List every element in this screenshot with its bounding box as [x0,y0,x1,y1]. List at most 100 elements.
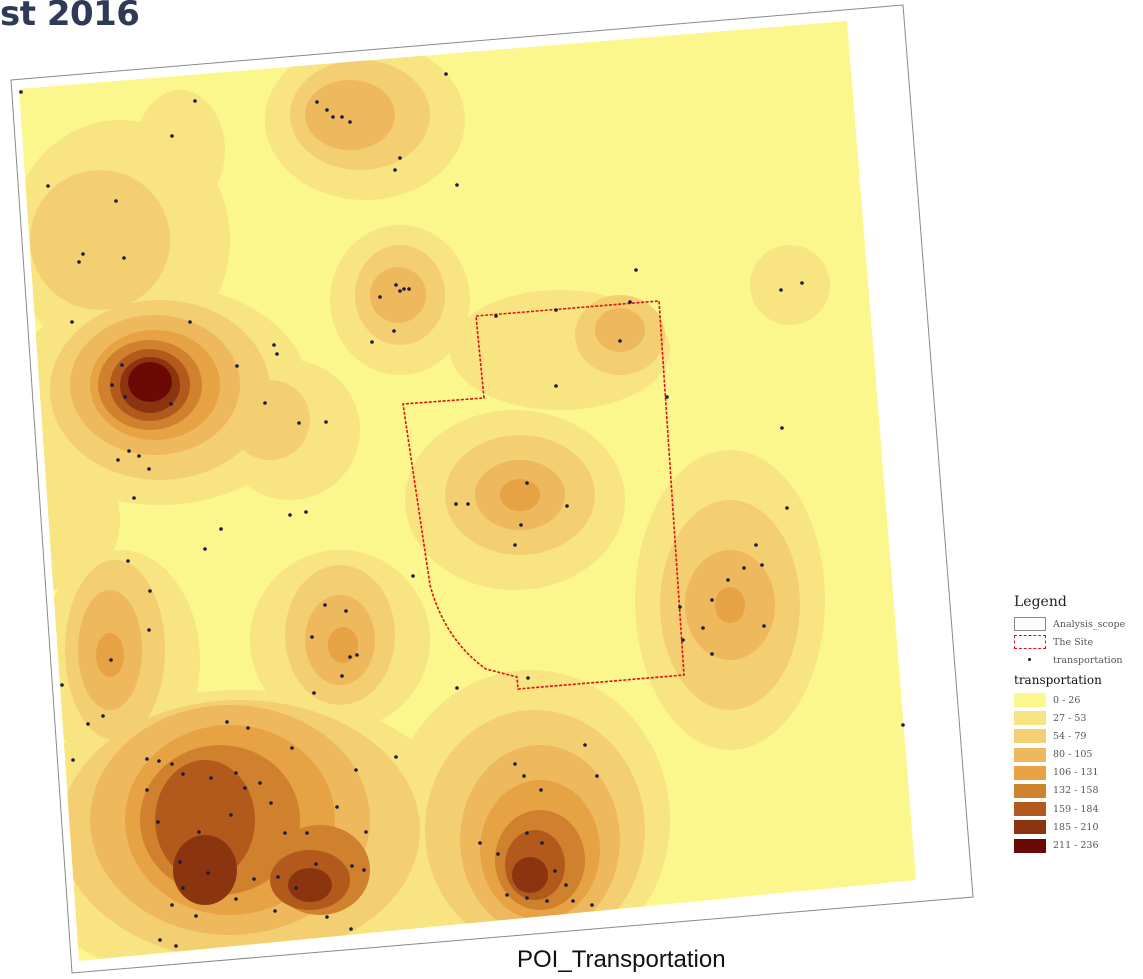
transportation-point [701,626,705,630]
transportation-point [127,449,131,453]
transportation-point [394,755,398,759]
transportation-point [70,320,74,324]
transportation-point [411,574,415,578]
transportation-point [519,523,523,527]
transportation-point [219,527,223,531]
class-swatch [1014,820,1046,835]
transportation-point [513,543,517,547]
class-label: 106 - 131 [1053,767,1099,779]
legend-title: Legend [1014,594,1067,610]
transportation-point [710,598,714,602]
transportation-point [193,99,197,103]
transportation-point [304,510,308,514]
transportation-point [114,199,118,203]
transportation-point [145,757,149,761]
transportation-point [634,268,638,272]
legend-class-row: 0 - 26 [1014,692,1143,708]
legend-class-title: transportation [1014,673,1102,687]
class-swatch [1014,729,1046,744]
class-label: 80 - 105 [1053,749,1093,761]
transportation-point [762,624,766,628]
transportation-point [77,260,81,264]
transportation-point [754,543,758,547]
class-swatch [1014,747,1046,762]
transportation-point [283,831,287,835]
transportation-point [350,864,354,868]
site-boundary [402,300,685,690]
page-title-fragment: st 2016 [0,0,140,34]
transportation-point [564,883,568,887]
transportation-point [109,658,113,662]
transportation-point [314,862,318,866]
transportation-point [444,72,448,76]
transportation-point [263,401,267,405]
transportation-point [325,915,329,919]
transportation-point [726,578,730,582]
transportation-point [505,893,509,897]
legend-class-row: 132 - 158 [1014,783,1143,799]
transportation-point [258,781,262,785]
transportation-points [19,72,905,948]
transportation-point [355,653,359,657]
site-symbol [1014,635,1046,649]
transportation-point [170,134,174,138]
class-label: 211 - 236 [1053,840,1099,851]
transportation-point [203,547,207,551]
transportation-point [800,281,804,285]
transportation-point [243,786,247,790]
transportation-point [392,329,396,333]
transportation-point [378,295,382,299]
transportation-point [398,156,402,160]
transportation-point [571,899,575,903]
transportation-point [583,743,587,747]
transportation-point [137,454,141,458]
transportation-point [742,566,746,570]
transportation-point [158,938,162,942]
transportation-point [60,683,64,687]
class-label: 159 - 184 [1053,803,1099,815]
transportation-point [169,402,173,406]
transportation-point [362,868,366,872]
transportation-point [312,691,316,695]
transportation-point [310,635,314,639]
transportation-point [618,339,622,343]
transportation-point [364,830,368,834]
transportation-point [348,120,352,124]
transportation-point [147,467,151,471]
transportation-point [628,300,632,304]
transportation-point [174,944,178,948]
legend-class-row: 211 - 236 [1014,838,1143,854]
transportation-point [170,903,174,907]
transportation-point [354,768,358,772]
transportation-point [407,287,411,291]
transportation-point [545,899,549,903]
legend-item-analysis-scope: Analysis_scope [1014,616,1143,632]
transportation-point [194,914,198,918]
legend-class-row: 27 - 53 [1014,710,1143,726]
transportation-point [590,903,594,907]
transportation-point [394,283,398,287]
transportation-point [540,841,544,845]
transportation-point [156,820,160,824]
transportation-point [678,605,682,609]
transportation-point [665,395,669,399]
transportation-point [335,805,339,809]
transportation-point [554,384,558,388]
transportation-point [315,100,319,104]
transportation-point [760,563,764,567]
transportation-point [288,513,292,517]
transportation-point [478,841,482,845]
transportation-point [901,723,905,727]
transportation-point [710,652,714,656]
legend-class-row: 54 - 79 [1014,728,1143,744]
legend-class-row: 106 - 131 [1014,765,1143,781]
transportation-point [525,896,529,900]
transportation-point [305,831,309,835]
transportation-point [110,383,114,387]
transportation-point [120,363,124,367]
transportation-point [553,869,557,873]
transportation-point [116,458,120,462]
class-swatch [1014,802,1046,817]
